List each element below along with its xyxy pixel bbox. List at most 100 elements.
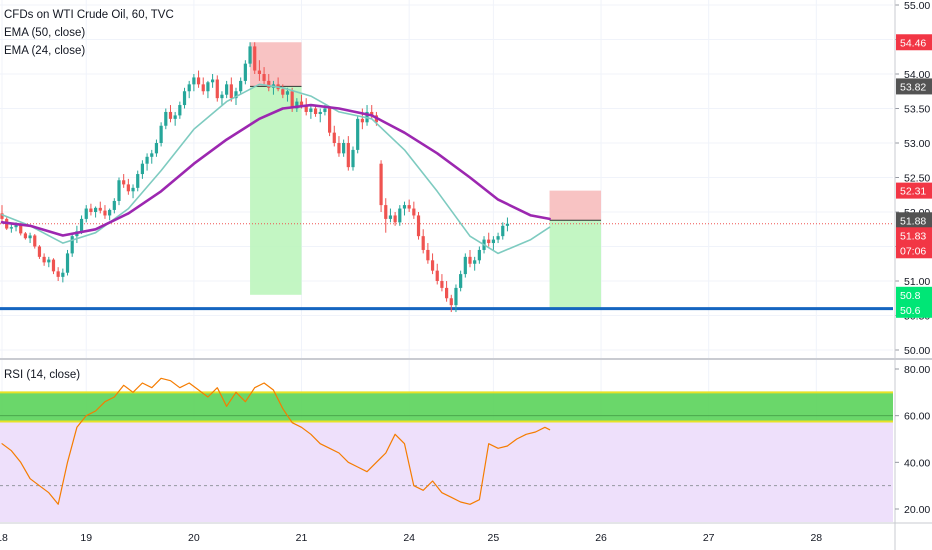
candle-body[interactable] [145, 156, 149, 164]
candle-body[interactable] [346, 143, 350, 168]
candle-body[interactable] [445, 287, 449, 299]
candle-body[interactable] [412, 208, 416, 216]
candle-body[interactable] [426, 249, 430, 261]
candle-body[interactable] [239, 80, 243, 92]
candle-body[interactable] [164, 111, 168, 126]
candle-body[interactable] [473, 260, 477, 264]
candle-body[interactable] [131, 187, 135, 192]
candle-body[interactable] [9, 227, 13, 229]
ema24-line[interactable] [1, 83, 551, 255]
candle-body[interactable] [47, 259, 51, 263]
position-target-zone[interactable] [250, 86, 302, 295]
candle-body[interactable] [379, 163, 383, 206]
candle-body[interactable] [159, 125, 163, 143]
candle-body[interactable] [211, 79, 215, 83]
candle-body[interactable] [328, 108, 332, 133]
candle-body[interactable] [430, 260, 435, 271]
candle-body[interactable] [23, 233, 27, 239]
candle-body[interactable] [501, 225, 505, 237]
candle-body[interactable] [407, 205, 411, 209]
candle-body[interactable] [206, 82, 210, 92]
candle-body[interactable] [309, 108, 313, 112]
candle-body[interactable] [229, 84, 233, 99]
position-target-zone[interactable] [549, 220, 602, 309]
candle-body[interactable] [182, 91, 187, 106]
candle-body[interactable] [61, 272, 65, 277]
candle-body[interactable] [257, 70, 261, 74]
candle-body[interactable] [402, 205, 407, 209]
candle-body[interactable] [42, 256, 46, 263]
candle-body[interactable] [84, 208, 88, 219]
position-stop-zone[interactable] [549, 190, 602, 221]
candle-body[interactable] [140, 163, 144, 175]
candle-body[interactable] [388, 215, 393, 219]
candle-body[interactable] [70, 236, 74, 254]
candle-body[interactable] [215, 79, 219, 99]
candle-body[interactable] [168, 111, 173, 119]
candle-body[interactable] [332, 132, 336, 143]
candle-body[interactable] [351, 149, 355, 168]
candle-body[interactable] [150, 153, 154, 157]
candle-body[interactable] [398, 208, 402, 223]
candle-body[interactable] [440, 281, 444, 288]
candle-body[interactable] [248, 46, 252, 64]
candle-body[interactable] [0, 213, 4, 219]
ema50-line[interactable] [0, 103, 551, 237]
candle-body[interactable] [416, 215, 421, 237]
candle-body[interactable] [201, 84, 205, 92]
candle-body[interactable] [384, 205, 388, 219]
candle-body[interactable] [243, 63, 247, 81]
candle-body[interactable] [342, 143, 346, 154]
candle-body[interactable] [196, 77, 201, 85]
candle-body[interactable] [454, 287, 458, 306]
candle-body[interactable] [337, 143, 341, 154]
candle-body[interactable] [318, 111, 322, 115]
candle-body[interactable] [487, 239, 491, 244]
candle-body[interactable] [267, 80, 271, 88]
candle-body[interactable] [285, 91, 290, 95]
candle-body[interactable] [496, 236, 500, 240]
candle-body[interactable] [360, 118, 364, 123]
position-stop-zone[interactable] [250, 42, 302, 87]
candle-body[interactable] [65, 253, 70, 273]
candle-body[interactable] [117, 180, 121, 201]
candle-body[interactable] [253, 46, 257, 71]
candle-body[interactable] [173, 115, 177, 119]
candle-body[interactable] [94, 207, 98, 212]
candle-body[interactable] [14, 225, 18, 228]
candle-body[interactable] [370, 111, 374, 116]
rsi-highlight-band[interactable] [0, 392, 893, 422]
candle-body[interactable] [505, 223, 510, 226]
candle-body[interactable] [435, 270, 439, 281]
candle-body[interactable] [477, 249, 481, 261]
candle-body[interactable] [421, 236, 425, 250]
candle-body[interactable] [79, 218, 84, 232]
candle-body[interactable] [290, 91, 294, 109]
candle-body[interactable] [112, 200, 116, 210]
candle-body[interactable] [136, 174, 140, 188]
candle-body[interactable] [33, 235, 37, 247]
candle-body[interactable] [463, 256, 467, 275]
candle-body[interactable] [295, 101, 299, 109]
candle-body[interactable] [491, 239, 495, 244]
candle-body[interactable] [304, 105, 308, 112]
candle-body[interactable] [459, 274, 463, 288]
candle-body[interactable] [122, 180, 126, 185]
candle-body[interactable] [299, 101, 304, 106]
candle-body[interactable] [313, 108, 318, 115]
candle-body[interactable] [108, 209, 112, 216]
candle-body[interactable] [19, 225, 23, 234]
candle-body[interactable] [234, 91, 238, 99]
candle-body[interactable] [98, 207, 102, 211]
candle-body[interactable] [323, 108, 327, 112]
candle-body[interactable] [192, 77, 196, 85]
candle-body[interactable] [126, 184, 130, 192]
candle-body[interactable] [178, 105, 182, 116]
candle-body[interactable] [56, 271, 60, 277]
candle-body[interactable] [356, 118, 360, 150]
candle-body[interactable] [449, 298, 453, 306]
candle-body[interactable] [225, 84, 229, 95]
candle-body[interactable] [89, 208, 93, 212]
candle-body[interactable] [262, 74, 266, 81]
